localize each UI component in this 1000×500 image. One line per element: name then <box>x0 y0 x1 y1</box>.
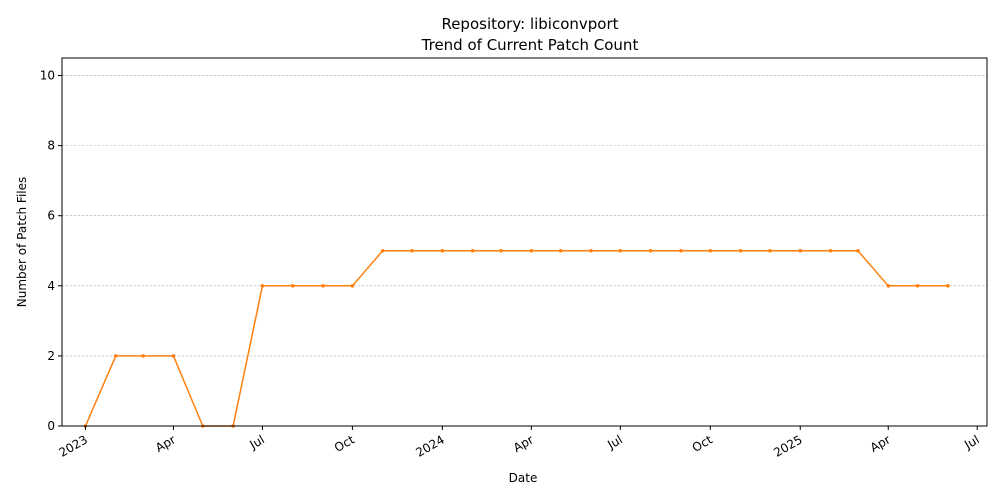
x-tick-label: Jul <box>961 432 981 452</box>
y-tick-label: 10 <box>40 69 55 83</box>
data-point <box>856 248 860 253</box>
data-point <box>113 354 118 358</box>
data-point <box>589 248 593 253</box>
data-point <box>321 284 325 288</box>
data-point <box>290 284 295 288</box>
data-point <box>618 248 623 253</box>
data-point <box>499 248 503 253</box>
y-axis-label: Number of Patch Files <box>15 177 29 308</box>
data-point <box>470 248 475 253</box>
y-axis-ticks: 0 2 4 6 8 10 <box>40 69 62 433</box>
y-tick-label: 6 <box>47 209 55 223</box>
data-point <box>410 248 414 253</box>
x-axis-ticks: 2023 Apr Jul Oct 2024 Apr Jul Oct 2025 Apr Jul <box>57 426 982 460</box>
data-point <box>946 284 950 288</box>
data-point <box>350 284 355 288</box>
x-tick-label: Apr <box>511 432 536 455</box>
data-point <box>886 284 891 288</box>
data-point <box>738 248 743 253</box>
y-tick-label: 4 <box>47 279 55 293</box>
data-point <box>558 248 563 253</box>
data-point <box>260 284 265 288</box>
data-point <box>915 284 920 288</box>
y-tick-label: 8 <box>47 139 55 153</box>
data-point <box>380 248 385 253</box>
data-point <box>529 248 534 253</box>
data-point <box>768 248 772 253</box>
x-tick-label: Jul <box>604 432 624 452</box>
x-tick-label: Apr <box>153 432 178 455</box>
plot-frame <box>61 57 988 427</box>
data-point <box>141 354 145 358</box>
data-point <box>798 248 803 253</box>
data-point <box>171 354 176 358</box>
chart-title: Repository: libiconvport <box>441 15 618 33</box>
chart-subtitle: Trend of Current Patch Count <box>421 36 639 54</box>
series-line <box>84 250 948 427</box>
x-tick-label: 2023 <box>57 432 90 459</box>
y-tick-label: 2 <box>47 349 55 363</box>
data-point <box>440 248 445 253</box>
x-tick-label: Oct <box>332 432 357 455</box>
series-group <box>83 248 950 428</box>
x-tick-label: Oct <box>690 432 715 455</box>
x-tick-label: 2025 <box>771 432 804 459</box>
y-tick-label: 0 <box>47 419 55 433</box>
data-point <box>679 248 683 253</box>
x-axis-label: Date <box>509 471 538 485</box>
x-tick-label: Apr <box>868 432 893 455</box>
x-tick-label: 2024 <box>413 432 446 459</box>
data-point <box>708 248 713 253</box>
grid-lines <box>62 75 987 357</box>
x-tick-label: Jul <box>247 432 267 452</box>
data-point <box>648 248 653 253</box>
data-point <box>828 248 833 253</box>
